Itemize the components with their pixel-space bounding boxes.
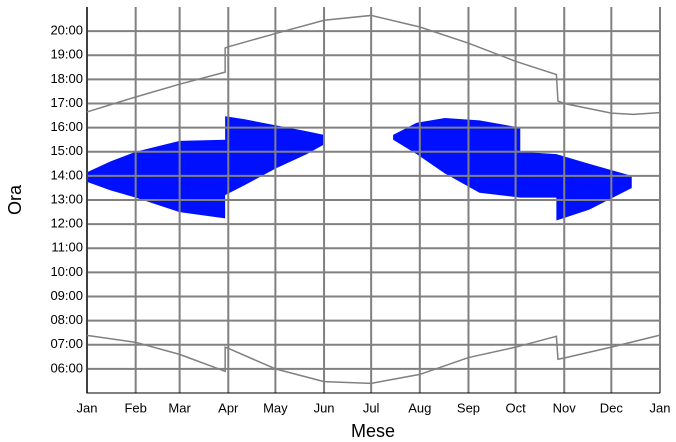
shaded-area	[87, 116, 325, 219]
y-tick-label: 06:00	[50, 360, 83, 375]
x-tick-label: Jun	[314, 400, 335, 415]
x-tick-label: Jul	[363, 400, 380, 415]
x-tick-label: Feb	[124, 400, 146, 415]
y-tick-label: 10:00	[50, 264, 83, 279]
x-tick-label: May	[263, 400, 288, 415]
x-tick-label: Jan	[77, 400, 98, 415]
y-tick-label: 18:00	[50, 71, 83, 86]
y-axis-label: Ora	[5, 184, 25, 215]
x-tick-label: Sep	[457, 400, 480, 415]
y-tick-label: 19:00	[50, 47, 83, 62]
x-tick-label: Mar	[168, 400, 191, 415]
y-tick-label: 12:00	[50, 216, 83, 231]
x-tick-label: Aug	[408, 400, 431, 415]
y-tick-label: 07:00	[50, 336, 83, 351]
x-axis-label: Mese	[351, 421, 395, 441]
x-tick-label: Jan	[650, 400, 671, 415]
y-tick-label: 08:00	[50, 312, 83, 327]
y-tick-label: 17:00	[50, 95, 83, 110]
line	[86, 334, 661, 385]
line	[86, 14, 661, 116]
y-tick-label: 11:00	[51, 240, 83, 255]
axis-frame	[86, 7, 660, 394]
y-tick-label: 13:00	[50, 191, 83, 206]
x-tick-label: Apr	[218, 400, 239, 415]
y-tick-label: 09:00	[50, 288, 83, 303]
shaded-area	[393, 117, 632, 221]
y-tick-label: 14:00	[50, 167, 83, 182]
x-tick-label: Oct	[505, 400, 526, 415]
x-tick-label: Nov	[553, 400, 577, 415]
x-tick-label: Dec	[600, 400, 624, 415]
y-tick-label: 15:00	[50, 143, 83, 158]
y-tick-label: 16:00	[50, 119, 83, 134]
y-tick-label: 20:00	[50, 23, 83, 38]
